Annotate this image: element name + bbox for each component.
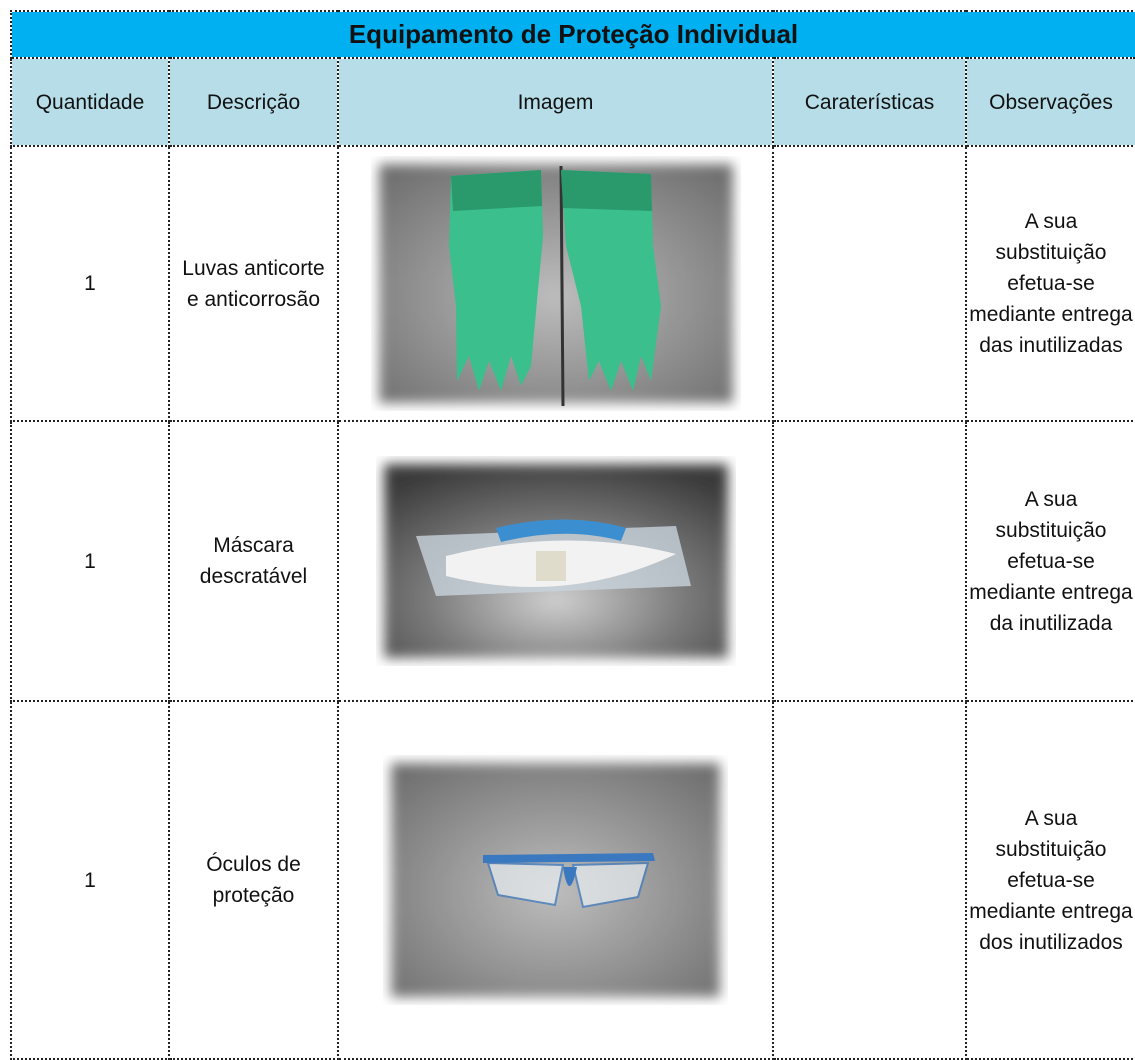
quantity: 1: [10, 145, 170, 422]
observations: A sua substituição efetua-se mediante en…: [965, 145, 1135, 422]
image-cell: [337, 700, 774, 1060]
header-cell: Imagem: [337, 57, 774, 147]
mask-photo: [383, 464, 728, 658]
observations: A sua substituição efetua-se mediante en…: [965, 420, 1135, 702]
description: Óculos de proteção: [168, 700, 339, 1060]
header-cell: Quantidade: [10, 57, 170, 147]
header-cell: Descrição: [168, 57, 339, 147]
table-title: Equipamento de Proteção Individual: [10, 10, 1135, 59]
characteristics: [772, 700, 967, 1060]
quantity: 1: [10, 420, 170, 702]
image-cell: [337, 145, 774, 422]
image-cell: [337, 420, 774, 702]
description: Luvas anticorte e anticorrosão: [168, 145, 339, 422]
quantity: 1: [10, 700, 170, 1060]
characteristics: [772, 145, 967, 422]
header-cell: Observações: [965, 57, 1135, 147]
header-cell: Caraterísticas: [772, 57, 967, 147]
ppe-table: Equipamento de Proteção Individual Quant…: [10, 10, 1135, 1060]
description: Máscara descratável: [168, 420, 339, 702]
observations: A sua substituição efetua-se mediante en…: [965, 700, 1135, 1060]
gloves-photo: [378, 164, 733, 407]
characteristics: [772, 420, 967, 702]
goggles-photo: [391, 763, 720, 997]
